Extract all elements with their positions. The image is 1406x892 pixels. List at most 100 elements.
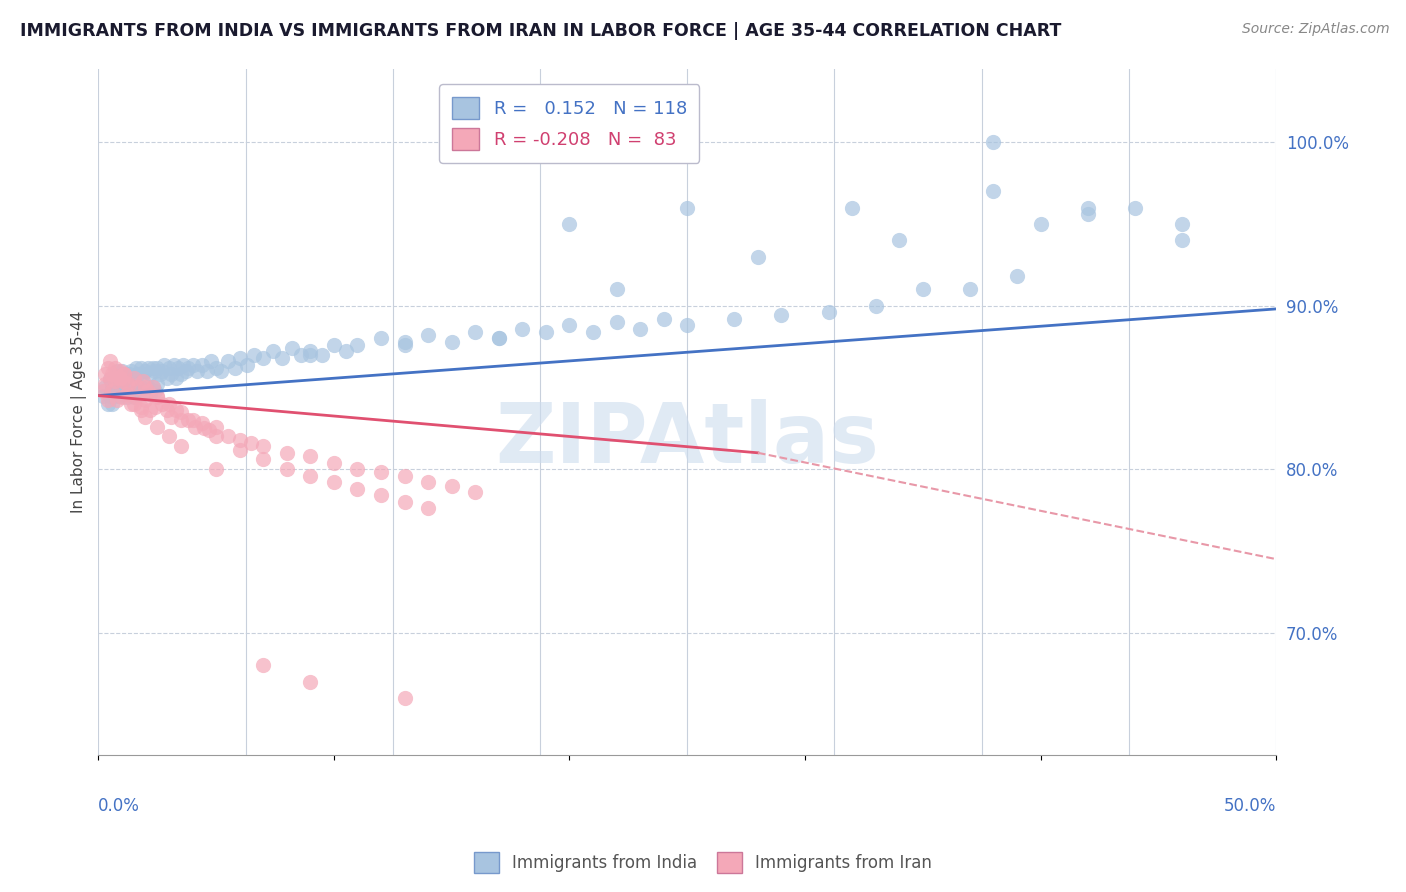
Point	[97, 360, 120, 375]
Point	[228, 433, 250, 447]
Point	[143, 364, 166, 378]
Point	[112, 372, 135, 386]
Point	[112, 384, 135, 398]
Point	[118, 368, 141, 382]
Point	[558, 318, 581, 333]
Point	[98, 372, 121, 386]
Point	[143, 400, 166, 414]
Point	[652, 311, 675, 326]
Point	[98, 372, 121, 386]
Point	[252, 439, 274, 453]
Point	[299, 449, 322, 463]
Point	[170, 439, 193, 453]
Point	[129, 400, 152, 414]
Point	[606, 282, 628, 296]
Point	[98, 388, 121, 402]
Point	[1171, 217, 1194, 231]
Point	[156, 370, 179, 384]
Point	[132, 374, 155, 388]
Point	[181, 413, 204, 427]
Point	[134, 409, 156, 424]
Point	[512, 321, 534, 335]
Point	[157, 397, 180, 411]
Point	[276, 446, 298, 460]
Point	[676, 318, 699, 333]
Point	[125, 390, 148, 404]
Point	[141, 360, 163, 375]
Text: 50.0%: 50.0%	[1223, 797, 1277, 814]
Point	[770, 309, 793, 323]
Point	[108, 388, 131, 402]
Point	[101, 397, 124, 411]
Point	[224, 360, 246, 375]
Point	[252, 658, 274, 673]
Text: ZIPAtlas: ZIPAtlas	[495, 399, 879, 480]
Point	[205, 360, 228, 375]
Point	[299, 674, 322, 689]
Point	[104, 388, 127, 402]
Point	[129, 403, 152, 417]
Point	[817, 305, 839, 319]
Point	[174, 364, 197, 378]
Point	[94, 380, 117, 394]
Point	[139, 387, 162, 401]
Point	[311, 348, 333, 362]
Point	[217, 354, 239, 368]
Point	[394, 468, 416, 483]
Point	[911, 282, 934, 296]
Point	[959, 282, 981, 296]
Point	[464, 325, 486, 339]
Point	[136, 360, 159, 375]
Point	[111, 364, 134, 378]
Point	[141, 380, 163, 394]
Point	[104, 360, 127, 375]
Point	[127, 368, 149, 382]
Point	[488, 331, 510, 345]
Point	[136, 380, 159, 394]
Point	[628, 321, 651, 335]
Point	[120, 384, 142, 398]
Point	[120, 364, 142, 378]
Point	[115, 387, 138, 401]
Point	[346, 462, 368, 476]
Point	[416, 328, 439, 343]
Point	[118, 377, 141, 392]
Point	[153, 358, 176, 372]
Point	[132, 387, 155, 401]
Point	[134, 380, 156, 394]
Point	[94, 377, 117, 392]
Point	[558, 217, 581, 231]
Point	[101, 384, 124, 398]
Point	[276, 462, 298, 476]
Text: IMMIGRANTS FROM INDIA VS IMMIGRANTS FROM IRAN IN LABOR FORCE | AGE 35-44 CORRELA: IMMIGRANTS FROM INDIA VS IMMIGRANTS FROM…	[20, 22, 1062, 40]
Point	[191, 358, 214, 372]
Point	[534, 325, 557, 339]
Point	[111, 380, 134, 394]
Point	[98, 354, 121, 368]
Point	[280, 341, 302, 355]
Point	[146, 377, 169, 392]
Point	[163, 358, 186, 372]
Point	[889, 233, 911, 247]
Point	[105, 370, 128, 384]
Point	[127, 387, 149, 401]
Point	[191, 417, 214, 431]
Point	[322, 475, 344, 490]
Point	[205, 429, 228, 443]
Point	[101, 368, 124, 382]
Point	[104, 372, 127, 386]
Point	[299, 468, 322, 483]
Point	[488, 331, 510, 345]
Point	[676, 201, 699, 215]
Point	[167, 360, 190, 375]
Point	[122, 390, 145, 404]
Point	[205, 462, 228, 476]
Point	[118, 387, 141, 401]
Point	[370, 331, 392, 345]
Point	[252, 351, 274, 365]
Point	[394, 495, 416, 509]
Point	[134, 384, 156, 398]
Point	[209, 364, 232, 378]
Point	[156, 403, 179, 417]
Point	[160, 409, 183, 424]
